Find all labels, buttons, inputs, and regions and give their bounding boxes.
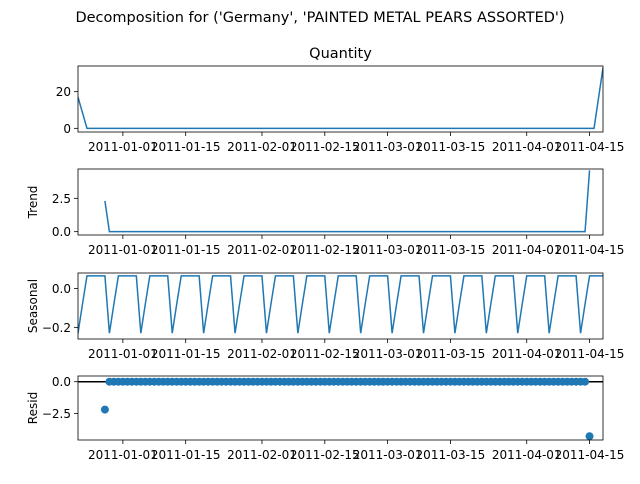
resid-xtick-label: 2011-04-01 — [492, 448, 562, 462]
seasonal-xtick-label: 2011-03-15 — [416, 347, 486, 361]
seasonal-xtick-label: 2011-02-01 — [227, 347, 297, 361]
seasonal-xtick-label: 2011-04-01 — [492, 347, 562, 361]
trend-ytick-label: 2.5 — [52, 192, 71, 206]
resid-xtick-label: 2011-02-15 — [290, 448, 360, 462]
trend-xtick-label: 2011-01-15 — [151, 243, 221, 257]
seasonal-xtick-label: 2011-01-15 — [151, 347, 221, 361]
trend-xtick-label: 2011-03-15 — [416, 243, 486, 257]
observed-xtick-label: 2011-02-15 — [290, 140, 360, 154]
trend-ylabel: Trend — [26, 186, 40, 220]
observed-title: Quantity — [309, 46, 372, 62]
observed-xtick-label: 2011-04-01 — [492, 140, 562, 154]
trend-xtick-label: 2011-03-01 — [353, 243, 423, 257]
resid-xtick-label: 2011-03-15 — [416, 448, 486, 462]
resid-point — [100, 405, 109, 414]
seasonal-xtick-label: 2011-01-01 — [88, 347, 158, 361]
seasonal-axes-frame — [77, 272, 604, 340]
resid-axes-frame — [77, 375, 604, 441]
observed-xtick-label: 2011-02-01 — [227, 140, 297, 154]
resid-point — [581, 377, 590, 386]
seasonal-xtick-label: 2011-03-01 — [353, 347, 423, 361]
trend-ytick-label: 0.0 — [52, 225, 71, 239]
observed-xtick-label: 2011-04-15 — [555, 140, 625, 154]
observed-ytick-label: 0 — [63, 122, 71, 136]
trend-series-line — [104, 170, 591, 233]
trend-xtick-label: 2011-04-01 — [492, 243, 562, 257]
seasonal-xtick-label: 2011-02-15 — [290, 347, 360, 361]
resid-xtick-label: 2011-02-01 — [227, 448, 297, 462]
observed-xtick-label: 2011-01-01 — [88, 140, 158, 154]
trend-axes-frame — [77, 168, 604, 236]
figure-title: Decomposition for ('Germany', 'PAINTED M… — [75, 10, 564, 26]
observed-xtick-label: 2011-03-01 — [353, 140, 423, 154]
resid-point — [585, 432, 594, 440]
seasonal-ytick-label: 0.0 — [52, 282, 71, 296]
resid-xtick-label: 2011-04-15 — [555, 448, 625, 462]
resid-xtick-label: 2011-03-01 — [353, 448, 423, 462]
observed-axes-frame — [77, 65, 604, 133]
seasonal-ylabel: Seasonal — [26, 279, 40, 333]
seasonal-series-line — [78, 275, 603, 334]
seasonal-ytick-label: −0.2 — [42, 321, 71, 335]
resid-ylabel: Resid — [26, 392, 40, 424]
observed-series-line — [78, 67, 603, 130]
trend-xtick-label: 2011-01-01 — [88, 243, 158, 257]
resid-ytick-label: −2.5 — [42, 407, 71, 421]
observed-ytick-label: 20 — [56, 85, 71, 99]
trend-xtick-label: 2011-02-01 — [227, 243, 297, 257]
resid-xtick-label: 2011-01-01 — [88, 448, 158, 462]
resid-ytick-label: 0.0 — [52, 375, 71, 389]
observed-xtick-label: 2011-01-15 — [151, 140, 221, 154]
resid-xtick-label: 2011-01-15 — [151, 448, 221, 462]
trend-xtick-label: 2011-04-15 — [555, 243, 625, 257]
seasonal-xtick-label: 2011-04-15 — [555, 347, 625, 361]
trend-xtick-label: 2011-02-15 — [290, 243, 360, 257]
observed-xtick-label: 2011-03-15 — [416, 140, 486, 154]
